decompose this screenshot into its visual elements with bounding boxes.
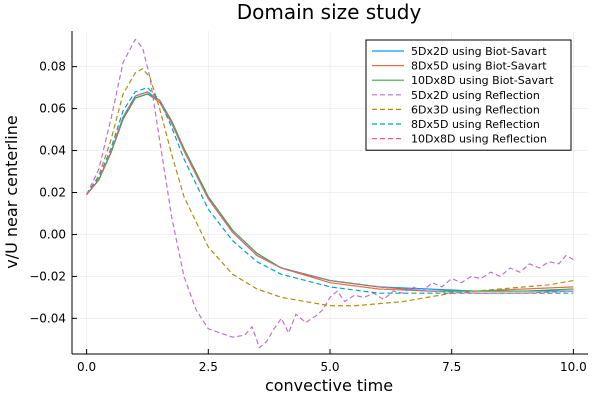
legend: 5Dx2D using Biot-Savart 8Dx5D using Biot-… [365,39,572,151]
legend-label: 10Dx8D using Reflection [411,133,547,146]
series-layer [86,38,574,349]
series-line-5 [86,68,574,307]
x-tick-label: 10.0 [560,360,587,374]
legend-label: 10Dx8D using Biot-Savart [411,74,554,87]
series-line-4 [86,38,574,349]
x-tick-label: 5.0 [320,360,339,374]
y-tick-label: −0.04 [29,311,66,325]
y-axis-title: v/U near centerline [2,115,21,268]
axes [71,31,588,355]
chart-title: Domain size study [237,0,422,24]
series-line-6 [86,87,574,294]
x-axis-title: convective time [265,376,393,395]
y-tick-label: 0.06 [39,102,66,116]
legend-label: 6Dx3D using Reflection [411,103,540,116]
series-line-7 [86,91,574,294]
x-tick-label: 0.0 [77,360,96,374]
legend-label: 8Dx5D using Reflection [411,118,540,131]
legend-label: 8Dx5D using Biot-Savart [411,60,547,73]
x-tick-label: 2.5 [199,360,218,374]
y-tick-label: 0.04 [39,144,66,158]
y-tick-label: −0.02 [29,269,66,283]
y-tick-label: 0.08 [39,60,66,74]
y-tick-label: 0.02 [39,186,66,200]
tick-labels: 0.0 2.5 5.0 7.5 10.0 −0.04 −0.02 0.00 0.02 0.04 0.… [29,60,587,374]
legend-label: 5Dx2D using Reflection [411,89,540,102]
legend-label: 5Dx2D using Biot-Savart [411,45,547,58]
y-tick-label: 0.00 [39,227,66,241]
x-tick-label: 7.5 [442,360,461,374]
